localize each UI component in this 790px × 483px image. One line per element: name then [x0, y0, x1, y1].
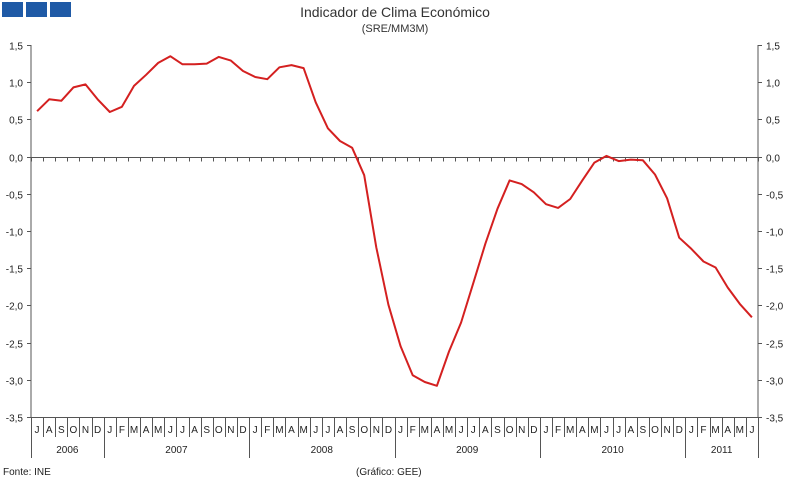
y-tick-label-right: 1,0: [766, 79, 780, 90]
y-tick-label-right: 0,0: [766, 154, 780, 165]
month-label: J: [398, 425, 403, 436]
month-label: N: [664, 425, 671, 436]
y-tick-label-left: 0,0: [9, 154, 23, 165]
month-label: S: [349, 425, 356, 436]
y-tick-label-left: 1,0: [9, 79, 23, 90]
y-tick-label-left: -1,5: [6, 265, 24, 276]
month-label: A: [482, 425, 489, 436]
month-label: J: [180, 425, 185, 436]
logo-square: [2, 2, 23, 17]
month-label: M: [275, 425, 283, 436]
month-label: D: [530, 425, 537, 436]
month-label: A: [191, 425, 198, 436]
chart-subtitle: (SRE/MM3M): [361, 23, 429, 35]
month-label: F: [555, 425, 561, 436]
year-label: 2008: [311, 445, 334, 456]
month-label: J: [325, 425, 330, 436]
y-tick-label-left: -0,5: [6, 191, 24, 202]
year-label: 2007: [165, 445, 188, 456]
ine-logo: [2, 2, 71, 17]
y-tick-label-right: -3,5: [766, 414, 784, 425]
month-label: M: [154, 425, 162, 436]
y-tick-label-left: 0,5: [9, 116, 23, 127]
month-label: M: [421, 425, 429, 436]
year-label: 2010: [601, 445, 624, 456]
month-label: F: [410, 425, 416, 436]
y-tick-label-left: -2,0: [6, 302, 24, 313]
y-tick-label-right: 0,5: [766, 116, 780, 127]
month-label: N: [373, 425, 380, 436]
month-label: A: [627, 425, 634, 436]
y-tick-label-right: -1,5: [766, 265, 784, 276]
month-label: A: [579, 425, 586, 436]
y-tick-label-left: -3,5: [6, 414, 24, 425]
month-label: O: [360, 425, 368, 436]
month-label: N: [518, 425, 525, 436]
month-label: J: [543, 425, 548, 436]
month-label: N: [227, 425, 234, 436]
month-label: J: [604, 425, 609, 436]
year-label: 2011: [711, 445, 733, 456]
month-label: M: [130, 425, 138, 436]
credit-note: (Gráfico: GEE): [356, 467, 422, 478]
y-tick-label-right: -3,0: [766, 377, 784, 388]
month-label: O: [215, 425, 223, 436]
month-label: J: [471, 425, 476, 436]
month-label: N: [82, 425, 89, 436]
chart-title: Indicador de Clima Económico: [300, 4, 490, 20]
month-label: A: [143, 425, 150, 436]
series-line: [36, 55, 753, 387]
month-label: M: [711, 425, 719, 436]
month-label: D: [676, 425, 683, 436]
month-label: S: [640, 425, 647, 436]
year-label: 2006: [56, 445, 79, 456]
month-label: A: [724, 425, 731, 436]
month-label: J: [313, 425, 318, 436]
month-label: M: [566, 425, 574, 436]
month-label: D: [94, 425, 101, 436]
month-label: J: [616, 425, 621, 436]
month-label: O: [70, 425, 78, 436]
month-label: J: [253, 425, 258, 436]
y-tick-label-left: -1,0: [6, 228, 24, 239]
y-tick-label-right: 1,5: [766, 42, 780, 53]
month-label: J: [168, 425, 173, 436]
month-label: F: [119, 425, 125, 436]
year-label: 2009: [456, 445, 479, 456]
month-label: J: [459, 425, 464, 436]
month-label: D: [239, 425, 246, 436]
month-label: M: [736, 425, 744, 436]
month-label: J: [749, 425, 754, 436]
month-label: J: [35, 425, 40, 436]
y-tick-label-right: -0,5: [766, 191, 784, 202]
month-label: D: [385, 425, 392, 436]
month-label: J: [689, 425, 694, 436]
month-label: S: [203, 425, 210, 436]
y-tick-label-right: -2,0: [766, 302, 784, 313]
month-label: F: [264, 425, 270, 436]
month-label: S: [494, 425, 501, 436]
y-tick-label-left: 1,5: [9, 42, 23, 53]
month-label: A: [288, 425, 295, 436]
month-label: J: [107, 425, 112, 436]
logo-square: [26, 2, 47, 17]
month-label: M: [299, 425, 307, 436]
month-label: A: [434, 425, 441, 436]
month-label: O: [506, 425, 514, 436]
month-label: A: [337, 425, 344, 436]
month-label: M: [590, 425, 598, 436]
source-note: Fonte: INE: [3, 467, 51, 478]
month-label: F: [700, 425, 706, 436]
logo-square: [50, 2, 71, 17]
y-tick-label-right: -1,0: [766, 228, 784, 239]
month-label: A: [46, 425, 53, 436]
month-label: O: [651, 425, 659, 436]
y-tick-label-right: -2,5: [766, 340, 784, 351]
y-tick-label-left: -3,0: [6, 377, 24, 388]
month-label: M: [445, 425, 453, 436]
month-label: S: [58, 425, 65, 436]
y-tick-label-left: -2,5: [6, 340, 24, 351]
